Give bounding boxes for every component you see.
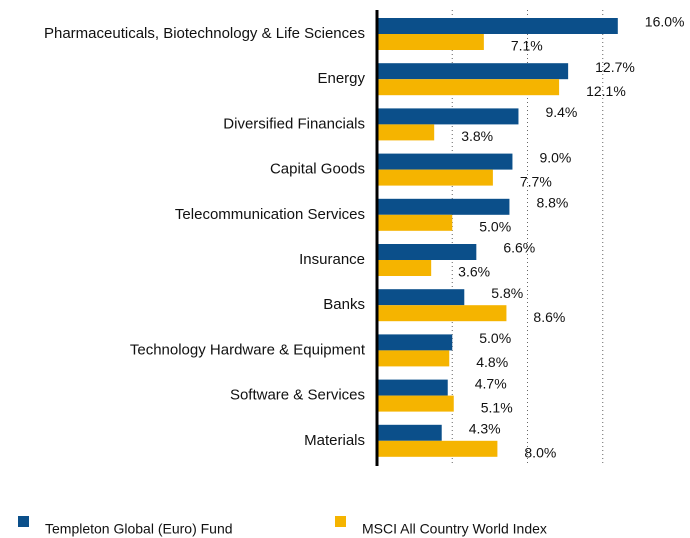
bar [377,34,484,50]
category-label: Capital Goods [270,161,365,178]
bar [377,440,498,457]
bar [377,350,450,367]
bar [377,108,519,125]
bar [377,63,569,80]
bar [377,244,477,260]
category-label: Software & Services [230,387,365,404]
bar [377,153,513,170]
category-label: Banks [323,296,365,313]
legend-label: MSCI All Country World Index [362,521,547,537]
bar [377,379,448,396]
value-label: 7.1% [511,38,543,54]
category-label: Materials [304,432,365,449]
value-label: 7.7% [520,173,552,189]
value-label: 6.6% [503,240,535,256]
value-label: 5.1% [481,399,513,415]
category-label: Telecommunication Services [175,206,365,223]
value-label: 16.0% [645,14,685,30]
bar [377,198,510,215]
category-label: Diversified Financials [223,115,365,132]
bar [377,260,432,276]
bar [377,305,507,322]
legend-swatch [335,516,346,527]
bar [377,124,435,141]
bar [377,169,493,186]
category-label: Energy [317,70,365,87]
value-label: 8.8% [536,195,568,211]
bar [377,18,618,34]
value-label: 3.8% [461,128,493,144]
category-label: Insurance [299,251,365,268]
value-label: 3.6% [458,264,490,280]
value-label: 5.0% [479,219,511,235]
bar [377,214,453,231]
value-label: 12.7% [595,59,635,75]
bar [377,424,442,441]
value-label: 9.4% [545,104,577,120]
value-label: 4.7% [475,375,507,391]
bar [377,289,465,306]
bar [377,334,453,351]
value-label: 12.1% [586,83,626,99]
category-label: Technology Hardware & Equipment [130,341,366,358]
category-label: Pharmaceuticals, Biotechnology & Life Sc… [44,25,365,42]
value-label: 8.6% [533,309,565,325]
bar [377,79,560,96]
value-label: 5.0% [479,330,511,346]
bar [377,395,454,412]
value-label: 8.0% [524,445,556,461]
value-label: 4.8% [476,354,508,370]
value-label: 9.0% [539,149,571,165]
legend-swatch [18,516,29,527]
legend-label: Templeton Global (Euro) Fund [45,521,233,537]
value-label: 4.3% [469,421,501,437]
value-label: 5.8% [491,285,523,301]
